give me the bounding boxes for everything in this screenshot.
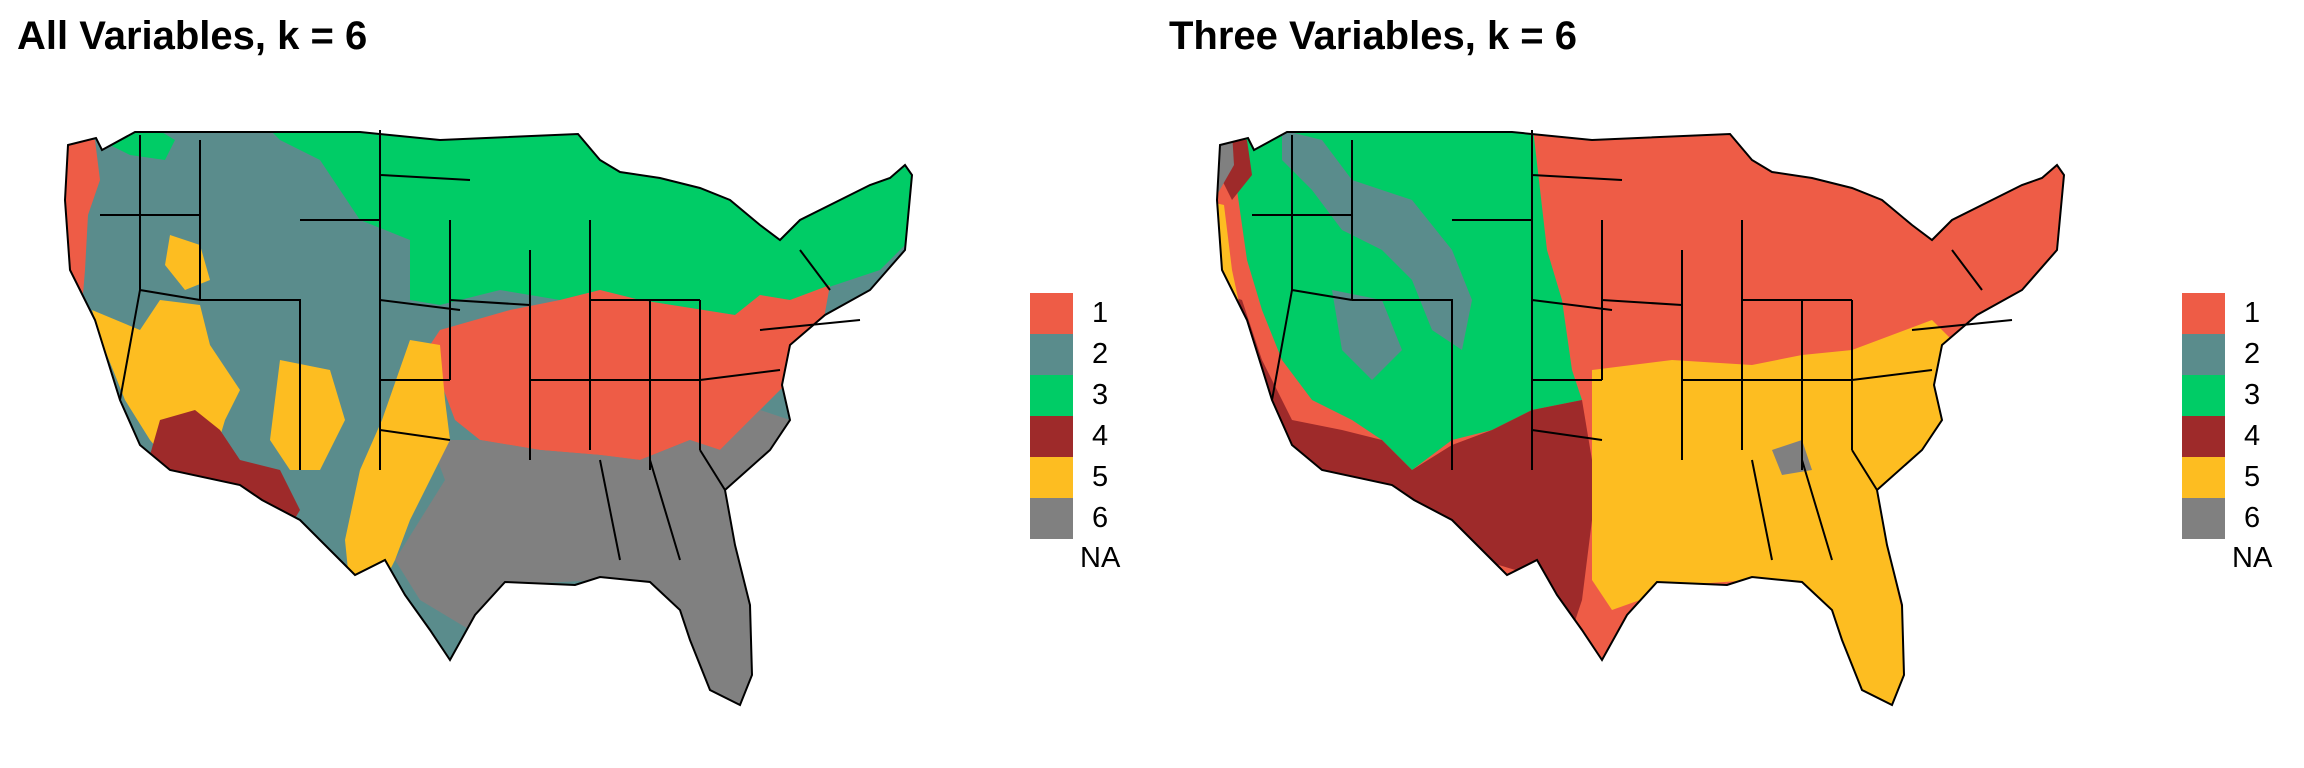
legend-label: 3: [2244, 379, 2261, 411]
legend-swatch: [1030, 498, 1073, 539]
legend-item-3: 3: [2182, 375, 2272, 416]
us-outline: [63, 131, 914, 707]
cluster-region-2: [1332, 290, 1402, 380]
us-outline: [1215, 131, 2066, 707]
legend-item-4: 4: [2182, 416, 2272, 457]
legend-label: 2: [2244, 338, 2261, 370]
legend-na-label: NA: [1080, 542, 1121, 574]
legend-item-1: 1: [1030, 293, 1120, 334]
panel-title: Three Variables, k = 6: [1169, 14, 1578, 58]
cluster-region-5: [165, 235, 210, 290]
cluster-region-5: [345, 340, 450, 600]
state-borders: [1215, 130, 2066, 707]
panel-all-variables: All Variables, k = 6: [17, 14, 1120, 707]
legend-swatch: [2182, 416, 2225, 457]
legend: 1 2 3 4 5 6 NA: [1030, 293, 1120, 575]
legend-item-3: 3: [1030, 375, 1120, 416]
cluster-region-6: [1217, 132, 1234, 200]
legend-na-label: NA: [2232, 542, 2273, 574]
legend-swatch: [1030, 416, 1073, 457]
legend-label: 5: [2244, 461, 2261, 493]
legend-item-4: 4: [1030, 416, 1120, 457]
legend-swatch: [2182, 334, 2225, 375]
legend-item-2: 2: [2182, 334, 2272, 375]
legend-item-2: 2: [1030, 334, 1120, 375]
cluster-region-3: [1237, 132, 1582, 470]
legend-item-1: 1: [2182, 293, 2272, 334]
cluster-region-2: [1282, 132, 1472, 350]
us-cluster-map: [1215, 130, 2066, 707]
legend-label: 1: [2244, 297, 2261, 329]
legend-item-6: 6: [2182, 498, 2272, 539]
cluster-region-6: [395, 410, 800, 705]
legend-label: 5: [1092, 461, 1109, 493]
legend-swatch: [2182, 457, 2225, 498]
legend-label: 4: [1092, 420, 1109, 452]
panel-three-variables: Three Variables, k = 6: [1152, 0, 2304, 768]
state-lines: [100, 130, 861, 561]
panel-title: All Variables, k = 6: [17, 14, 368, 58]
legend-swatch: [1030, 375, 1073, 416]
legend: 1 2 3 4 5 6 NA: [2182, 293, 2272, 575]
legend-label: 3: [1092, 379, 1109, 411]
legend-item-6: 6: [1030, 498, 1120, 539]
legend-swatch: [1030, 293, 1073, 334]
cluster-region-5: [270, 360, 345, 470]
legend-swatch: [2182, 293, 2225, 334]
state-borders: [63, 130, 914, 707]
legend-item-5: 5: [1030, 457, 1120, 498]
legend-swatch: [2182, 375, 2225, 416]
state-lines: [1252, 130, 2013, 561]
us-cluster-map: [63, 130, 914, 707]
cluster-regions: [1217, 132, 2064, 705]
legend-item-5: 5: [2182, 457, 2272, 498]
cluster-regions: [65, 132, 912, 705]
legend-label: 2: [1092, 338, 1109, 370]
legend-swatch: [1030, 457, 1073, 498]
legend-label: 4: [2244, 420, 2261, 452]
cluster-region-4: [1217, 290, 1592, 630]
cluster-region-1: [65, 135, 100, 340]
legend-label: 6: [2244, 502, 2261, 534]
legend-label: 6: [1092, 502, 1109, 534]
legend-swatch: [2182, 498, 2225, 539]
legend-label: 1: [1092, 297, 1109, 329]
legend-swatch: [1030, 334, 1073, 375]
